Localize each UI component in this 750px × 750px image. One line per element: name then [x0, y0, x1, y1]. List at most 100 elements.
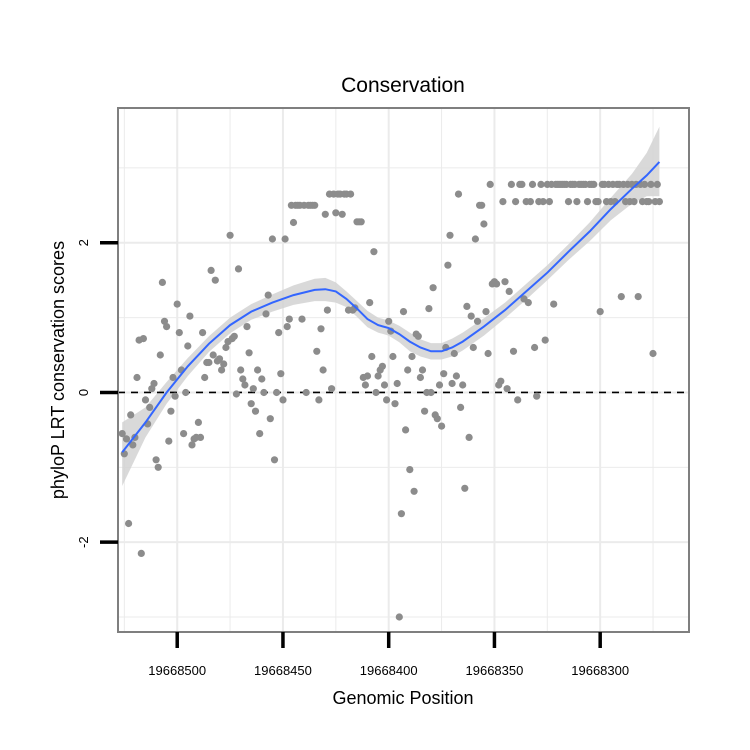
grid-lines	[118, 108, 689, 632]
data-point	[511, 198, 520, 206]
data-point	[528, 180, 537, 188]
data-point	[165, 437, 173, 445]
data-point	[129, 441, 137, 449]
data-point	[319, 366, 327, 374]
data-point	[404, 366, 412, 374]
data-point	[438, 422, 446, 430]
data-point	[406, 466, 414, 474]
data-point	[444, 261, 452, 269]
data-point	[440, 370, 448, 378]
data-point	[311, 201, 319, 209]
data-point	[383, 396, 391, 404]
data-point	[539, 198, 547, 206]
data-point	[550, 300, 558, 308]
data-point	[281, 235, 289, 243]
data-point	[184, 342, 192, 350]
data-point	[275, 329, 283, 337]
data-point	[418, 366, 427, 374]
data-point	[154, 463, 162, 471]
data-point	[507, 180, 515, 188]
data-point	[260, 388, 268, 397]
data-point	[493, 280, 501, 288]
data-point	[531, 343, 539, 352]
y-axis-title: phyloP LRT conservation scores	[48, 241, 68, 499]
data-point	[425, 305, 433, 313]
data-point	[357, 218, 365, 226]
data-point	[467, 312, 475, 320]
data-point	[237, 366, 245, 374]
data-point	[482, 308, 490, 316]
data-point	[499, 198, 507, 206]
data-point	[655, 198, 664, 206]
data-point	[332, 209, 340, 217]
data-point	[315, 396, 323, 404]
data-point	[273, 388, 281, 397]
data-points	[118, 180, 664, 621]
data-point	[283, 323, 291, 331]
data-point	[459, 381, 467, 389]
data-point	[461, 484, 469, 492]
data-point	[207, 266, 215, 274]
data-point	[378, 362, 386, 370]
data-point	[182, 388, 190, 397]
data-point	[226, 231, 234, 239]
data-point	[471, 235, 479, 243]
plot-area	[117, 107, 690, 633]
data-point	[501, 278, 509, 286]
data-point	[541, 336, 549, 344]
data-point	[380, 381, 389, 389]
data-point	[169, 373, 177, 382]
data-point	[649, 349, 657, 358]
data-point	[256, 430, 264, 438]
plot-background	[118, 108, 689, 632]
data-point	[118, 430, 126, 438]
data-point	[478, 201, 486, 209]
x-tick-label: 19668450	[254, 663, 312, 678]
data-point	[194, 418, 202, 426]
data-point	[201, 373, 209, 382]
data-point	[410, 487, 418, 495]
data-point	[298, 315, 306, 323]
data-point	[270, 456, 279, 464]
data-point	[222, 343, 230, 352]
data-point	[368, 352, 376, 361]
data-point	[180, 430, 188, 438]
data-point	[366, 299, 374, 307]
data-point	[150, 379, 158, 388]
data-point	[385, 317, 393, 325]
data-point	[262, 310, 270, 318]
data-point	[258, 375, 266, 383]
data-point	[454, 190, 463, 198]
data-point	[125, 519, 133, 528]
data-point	[241, 381, 249, 389]
data-point	[199, 329, 207, 337]
data-point	[518, 180, 526, 188]
y-tick-label: 2	[76, 239, 91, 246]
data-point	[526, 198, 535, 206]
data-point	[137, 549, 145, 558]
data-point	[127, 411, 135, 419]
data-point	[653, 180, 661, 188]
data-point	[448, 379, 456, 388]
y-axis: -2 0 2	[76, 239, 118, 548]
data-point	[156, 351, 164, 359]
data-point	[509, 347, 518, 355]
x-axis: 19668500 19668450 19668400 19668350 19668300	[148, 632, 629, 678]
data-point	[323, 306, 331, 314]
data-point	[480, 220, 488, 228]
data-point	[596, 308, 604, 316]
data-point	[486, 180, 494, 188]
data-point	[186, 312, 194, 320]
data-point	[266, 415, 274, 423]
data-point	[435, 381, 444, 389]
data-point	[505, 287, 513, 295]
data-point	[133, 373, 141, 382]
data-point	[514, 396, 522, 404]
data-point	[152, 456, 160, 464]
data-point	[218, 366, 226, 374]
data-point	[533, 392, 541, 400]
y-tick-label: 0	[76, 389, 91, 396]
data-point	[427, 388, 435, 397]
data-point	[450, 349, 458, 358]
x-tick-label: 19668400	[360, 663, 418, 678]
